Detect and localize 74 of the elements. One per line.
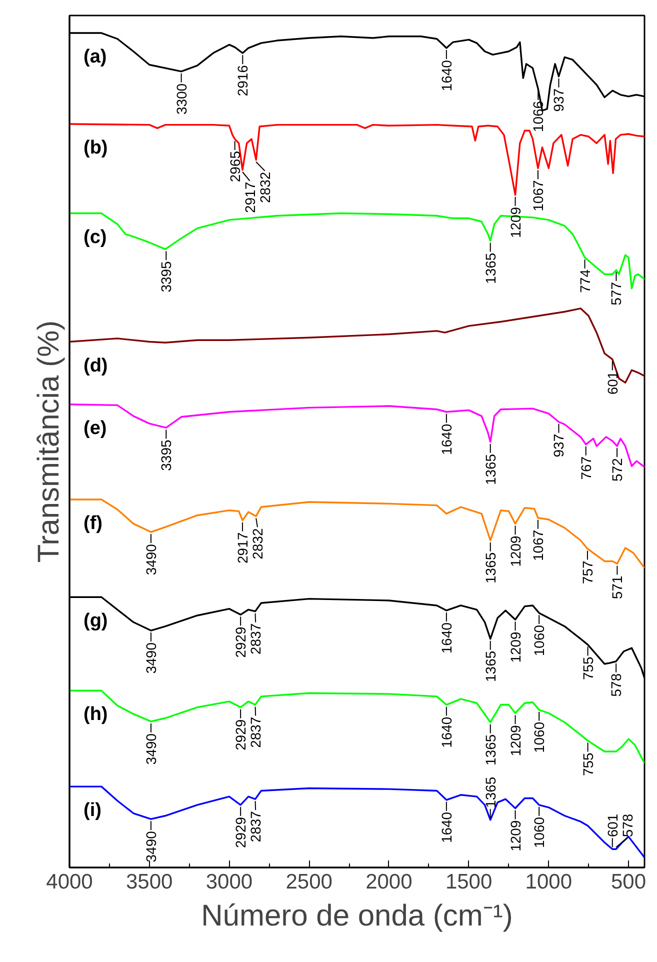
- annotation: 1209: [507, 820, 524, 852]
- x-tick-label: 1000: [525, 870, 572, 894]
- annotation: 2837: [248, 623, 264, 654]
- series-label: (g): [84, 610, 108, 632]
- annotation: 1209: [507, 535, 524, 567]
- annotation: 1060: [531, 816, 548, 848]
- annotation: 2916: [234, 64, 251, 96]
- x-axis-title: Número de onda (cm⁻¹): [201, 900, 513, 932]
- annotation: 1365: [482, 734, 498, 766]
- annotation: 3300: [173, 83, 190, 115]
- annotation: 2832: [256, 172, 273, 204]
- annotation: 774: [576, 269, 593, 293]
- annotation: 3490: [142, 642, 159, 674]
- annotation: 1060: [531, 722, 548, 753]
- annotation: 601: [604, 371, 620, 395]
- annotation: 2929: [232, 816, 249, 848]
- y-axis-title: Transmitância (%): [32, 320, 66, 563]
- x-tick-label: 4000: [46, 870, 93, 894]
- annotation: 3395: [158, 260, 174, 292]
- annotation: 755: [580, 656, 596, 680]
- annotation: 2929: [232, 719, 249, 750]
- annotation: 1365: [482, 552, 498, 584]
- annotation: 1640: [438, 716, 454, 748]
- annotation: 2837: [248, 716, 264, 748]
- annotation: 601: [604, 814, 620, 838]
- series-label: (c): [84, 226, 107, 248]
- annotation: 1365: [482, 252, 498, 284]
- x-tick-label: 3000: [206, 870, 253, 894]
- annotation: 755: [580, 752, 596, 776]
- series-label: (a): [84, 46, 107, 68]
- series-label: (i): [84, 800, 102, 822]
- annotation: 2965: [226, 150, 243, 182]
- x-tick-label: 2500: [286, 870, 332, 894]
- annotation: 1067: [530, 530, 546, 561]
- annotation: 3490: [142, 544, 159, 576]
- annotation: 1066: [530, 100, 546, 132]
- annotation: 1067: [530, 180, 546, 212]
- x-tick-label: 500: [611, 870, 646, 894]
- annotation: 3395: [158, 440, 174, 471]
- annotation: 767: [578, 456, 594, 480]
- annotation: 1640: [438, 424, 454, 456]
- x-tick-label: 3500: [126, 870, 173, 894]
- annotation: 571: [609, 576, 626, 600]
- annotation: 757: [579, 560, 596, 584]
- annotation: 2917: [234, 532, 250, 564]
- annotation: 578: [619, 814, 636, 838]
- annotation: 937: [550, 88, 567, 112]
- annotation: 1640: [438, 60, 454, 92]
- annotation: 572: [609, 458, 626, 482]
- series-label: (h): [84, 704, 108, 726]
- annotation: 1640: [438, 812, 454, 844]
- annotation: 578: [608, 673, 624, 697]
- annotation: 1209: [507, 631, 524, 663]
- annotation: 1209: [507, 206, 524, 238]
- annotation: 2917: [242, 182, 258, 214]
- annotation: 1365: [482, 454, 498, 486]
- annotation: 2832: [249, 528, 266, 560]
- series-label: (b): [84, 137, 108, 158]
- annotation: 1209: [507, 724, 524, 756]
- annotation: 937: [550, 434, 567, 458]
- annotation: 3490: [142, 830, 159, 862]
- x-tick-label: 2000: [366, 870, 412, 894]
- annotation: 1640: [438, 622, 454, 654]
- series-label: (e): [84, 418, 107, 439]
- annotation: 1365: [482, 650, 498, 682]
- annotation: 1365: [482, 776, 498, 808]
- annotation: 1060: [531, 624, 548, 656]
- x-tick-label: 1500: [445, 870, 492, 894]
- series-label: (d): [84, 355, 108, 376]
- annotation: 2837: [248, 810, 264, 842]
- series-label: (f): [84, 512, 102, 534]
- annotation: 2929: [232, 626, 249, 658]
- annotation: 577: [608, 282, 624, 306]
- annotation: 3490: [142, 733, 159, 765]
